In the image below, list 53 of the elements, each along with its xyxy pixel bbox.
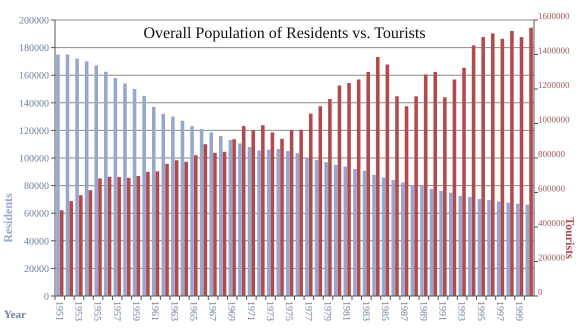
y-tick-label: 100000 xyxy=(19,154,49,164)
bar xyxy=(84,61,88,296)
x-tick-label: 1953 xyxy=(72,301,84,321)
x-tick-label: 1975 xyxy=(283,301,294,321)
y2-tick-label: 600000 xyxy=(538,184,566,194)
x-tick-label: 1957 xyxy=(110,301,122,321)
y-tick-label: 20000 xyxy=(24,264,49,275)
y2-axis-title: Tourists xyxy=(563,217,577,260)
x-tick-label: 1995 xyxy=(474,301,486,321)
x-tick-label: 1973 xyxy=(264,301,276,321)
y2-tick-label: 1600000 xyxy=(538,11,570,22)
y2-tick-label: 200000 xyxy=(538,252,566,263)
x-axis-title: Year xyxy=(4,309,26,321)
x-tick-label: 1993 xyxy=(456,301,467,321)
x-tick-label: 1961 xyxy=(149,301,160,321)
y-tick-label: 200000 xyxy=(19,16,49,26)
x-tick-label: 1971 xyxy=(244,301,256,321)
y-tick-label: 160000 xyxy=(19,70,49,82)
x-tick-label: 1991 xyxy=(436,301,448,321)
x-tick-label: 1983 xyxy=(360,301,371,321)
y-tick-label: 60000 xyxy=(24,208,49,220)
x-tick-label: 1959 xyxy=(130,301,141,321)
y-tick-label: 80000 xyxy=(24,181,49,192)
x-tick-label: 1969 xyxy=(226,301,237,321)
y2-tick-label: 1000000 xyxy=(538,114,570,125)
x-tick-label: 1999 xyxy=(513,301,524,321)
x-tick-label: 1965 xyxy=(187,301,198,321)
y-tick-label: 180000 xyxy=(19,43,49,54)
x-tick-label: 1997 xyxy=(494,301,505,321)
bar xyxy=(56,54,60,296)
y-axis-title: Residents xyxy=(1,193,15,243)
x-tick-label: 1989 xyxy=(417,301,428,321)
bar xyxy=(75,58,79,296)
x-tick-label: 1955 xyxy=(92,301,103,321)
chart-title: Overall Population of Residents vs. Tourists xyxy=(143,25,426,42)
y-tick-label: 120000 xyxy=(19,126,49,137)
y-tick-label: 0 xyxy=(44,292,49,302)
x-tick-label: 1967 xyxy=(206,301,218,321)
bar xyxy=(66,54,70,296)
y2-tick-label: 400000 xyxy=(538,218,566,228)
x-tick-label: 1979 xyxy=(322,301,333,321)
y-tick-label: 40000 xyxy=(24,236,49,248)
x-tick-label: 1981 xyxy=(340,301,352,321)
y2-tick-label: 0 xyxy=(538,287,543,298)
x-tick-label: 1987 xyxy=(398,301,410,321)
x-tick-label: 1977 xyxy=(302,301,314,321)
x-tick-label: 1951 xyxy=(53,301,64,321)
y2-tick-label: 1400000 xyxy=(538,46,570,56)
y2-tick-label: 800000 xyxy=(538,149,566,160)
x-tick-label: 1963 xyxy=(168,301,180,321)
x-tick-label: 1985 xyxy=(379,301,390,321)
y-tick-label: 140000 xyxy=(19,98,49,110)
y2-tick-label: 1200000 xyxy=(538,80,570,90)
